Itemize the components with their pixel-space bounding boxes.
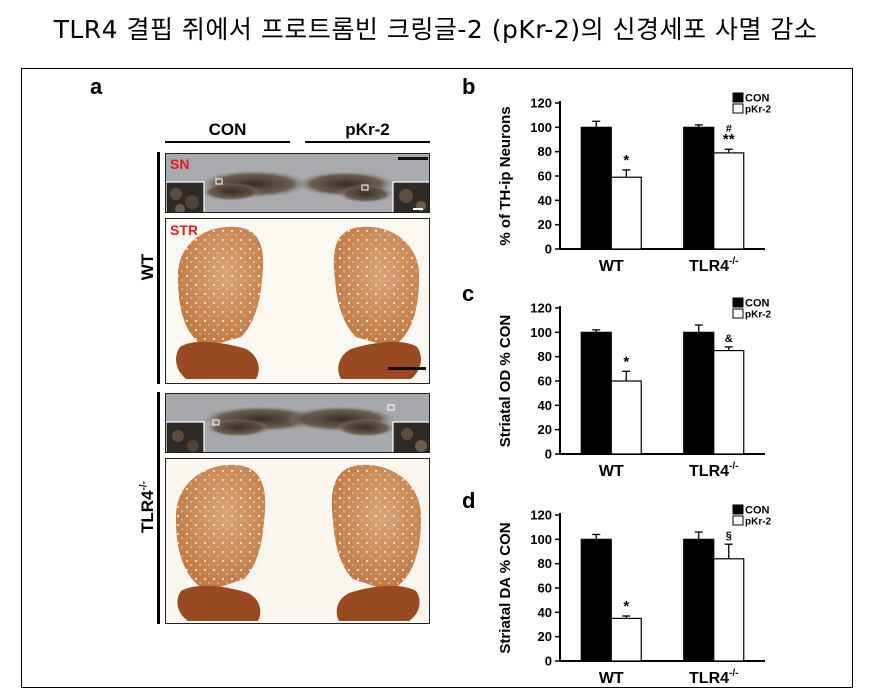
chart-c-xtick-superscript: -/- xyxy=(729,461,738,472)
chart-d-ylabel: Striatal DA % CON xyxy=(497,522,514,653)
chart-d-ytick-label: 120 xyxy=(530,508,552,523)
chart-c-legend-swatch-pkr2 xyxy=(732,308,744,319)
chart-d-xtick-label: TLR4-/- xyxy=(689,668,738,687)
chart-d-xtick-superscript: -/- xyxy=(729,668,738,679)
chart-d-bar-con xyxy=(580,538,612,662)
chart-d-legend-swatch-con xyxy=(732,504,744,515)
chart-d-legend-swatch-pkr2 xyxy=(732,515,744,526)
chart-c: Striatal OD % CON 0 20 40 60 80 100 120 * WT & TLR4… xyxy=(497,297,772,480)
panel-d-letter: d xyxy=(462,488,476,513)
micrograph-tlr4-sn-image xyxy=(166,394,429,452)
chart-b-bar-con xyxy=(580,126,612,250)
chart-d-ytick-label: 20 xyxy=(538,629,552,644)
chart-c-ytick-label: 0 xyxy=(545,447,552,462)
chart-c-legend-label-con: CON xyxy=(745,298,770,310)
panel-a-letter: a xyxy=(90,74,103,99)
chart-c-bar-pkr2 xyxy=(610,380,642,455)
chart-b-xtick-superscript: -/- xyxy=(729,256,738,267)
chart-b-legend-label-pkr2: pKr-2 xyxy=(745,105,772,116)
chart-d-ytick-label: 80 xyxy=(538,556,552,571)
chart-d-legend-label-pkr2: pKr-2 xyxy=(745,517,772,528)
chart-c-legend-label-pkr2: pKr-2 xyxy=(745,310,772,321)
row-label-tlr4: TLR4-/- xyxy=(138,481,157,533)
chart-d-xtick-text: TLR4 xyxy=(689,670,729,687)
chart-d-xtick-text: WT xyxy=(599,670,624,687)
chart-c-legend-swatch-con xyxy=(732,297,744,308)
chart-c-xtick-label: TLR4-/- xyxy=(689,461,738,480)
chart-c-xtick-text: TLR4 xyxy=(689,463,729,480)
chart-d-legend-label-con: CON xyxy=(745,505,770,517)
chart-b-sig-marker: * xyxy=(623,152,629,169)
chart-c-ylabel: Striatal OD % CON xyxy=(497,315,514,448)
row-bracket-tlr4 xyxy=(157,392,160,624)
chart-b-xtick-label: TLR4-/- xyxy=(689,256,738,275)
region-label-str: STR xyxy=(170,222,198,238)
page-title: TLR4 결핍 쥐에서 프로트롬빈 크링글-2 (pKr-2)의 신경세포 사멸… xyxy=(53,15,818,44)
chart-c-ytick-label: 40 xyxy=(538,398,552,413)
chart-b-ytick-label: 0 xyxy=(545,242,552,257)
micrograph-tlr4-str xyxy=(165,458,430,624)
micrograph-wt-sn: SN xyxy=(165,153,430,213)
chart-d-ytick-label: 40 xyxy=(538,605,552,620)
chart-d-sig-marker: * xyxy=(623,598,629,615)
micrograph-wt-sn-image xyxy=(166,154,429,212)
micrograph-tlr4-str-image xyxy=(166,459,429,623)
chart-b-ylabel: % of TH-ip Neurons xyxy=(497,106,514,245)
chart-d-xtick-label: WT xyxy=(599,670,624,687)
chart-b-sig-marker: ** xyxy=(723,131,735,148)
chart-b-xtick-text: WT xyxy=(599,258,624,275)
chart-b-sig-marker: # xyxy=(726,123,732,135)
chart-b-ytick-label: 20 xyxy=(538,217,552,232)
col-underline-pkr2 xyxy=(305,141,430,143)
micrograph-wt-str-image xyxy=(166,219,429,383)
chart-c-xtick-label: WT xyxy=(599,463,624,480)
micrograph-tlr4-sn xyxy=(165,393,430,453)
chart-c-ytick-label: 120 xyxy=(530,301,552,316)
row-label-wt: WT xyxy=(138,253,157,281)
region-label-sn: SN xyxy=(170,156,190,172)
chart-b-xtick-label: WT xyxy=(599,258,624,275)
panel-c-letter: c xyxy=(462,281,475,306)
chart-d: Striatal DA % CON 0 20 40 60 80 100 120 * WT § TLR4… xyxy=(497,504,772,687)
col-underline-con xyxy=(165,141,290,143)
chart-d-sig-marker: § xyxy=(726,530,732,542)
row-bracket-wt xyxy=(157,152,160,384)
chart-b-bar-pkr2 xyxy=(713,152,745,250)
chart-c-bar-con xyxy=(580,331,612,455)
chart-d-ytick-label: 60 xyxy=(538,581,552,596)
chart-c-ytick-label: 80 xyxy=(538,349,552,364)
chart-d-ytick-label: 0 xyxy=(545,654,552,669)
panel-b-letter: b xyxy=(462,74,476,99)
chart-c-bar-pkr2 xyxy=(713,349,745,455)
chart-c-bar-con xyxy=(683,331,715,455)
chart-b-legend-label-con: CON xyxy=(745,93,770,105)
chart-c-ytick-label: 60 xyxy=(538,374,552,389)
chart-b-ytick-label: 100 xyxy=(530,120,552,135)
chart-c-ytick-label: 100 xyxy=(530,325,552,340)
chart-b-bar-con xyxy=(683,126,715,250)
chart-b-ytick-label: 120 xyxy=(530,96,552,111)
chart-d-ytick-label: 100 xyxy=(530,532,552,547)
chart-d-bar-pkr2 xyxy=(610,617,642,662)
chart-b: % of TH-ip Neurons 0 20 40 60 80 100 120 * WT #** T… xyxy=(497,92,772,275)
chart-b-bar-pkr2 xyxy=(610,176,642,250)
chart-b-legend-swatch-con xyxy=(732,92,744,103)
micrograph-wt-str: STR xyxy=(165,218,430,384)
chart-c-xtick-text: WT xyxy=(599,463,624,480)
col-label-pkr2: pKr-2 xyxy=(345,120,390,139)
col-label-con: CON xyxy=(208,120,247,139)
chart-b-xtick-text: TLR4 xyxy=(689,258,729,275)
chart-c-sig-marker: * xyxy=(623,353,629,370)
chart-d-bar-con xyxy=(683,538,715,662)
chart-d-bar-pkr2 xyxy=(713,558,745,662)
chart-c-sig-marker: & xyxy=(725,333,733,345)
chart-c-ytick-label: 20 xyxy=(538,422,552,437)
chart-b-ytick-label: 40 xyxy=(538,193,552,208)
chart-b-ytick-label: 80 xyxy=(538,144,552,159)
chart-b-ytick-label: 60 xyxy=(538,169,552,184)
chart-b-legend-swatch-pkr2 xyxy=(732,103,744,114)
